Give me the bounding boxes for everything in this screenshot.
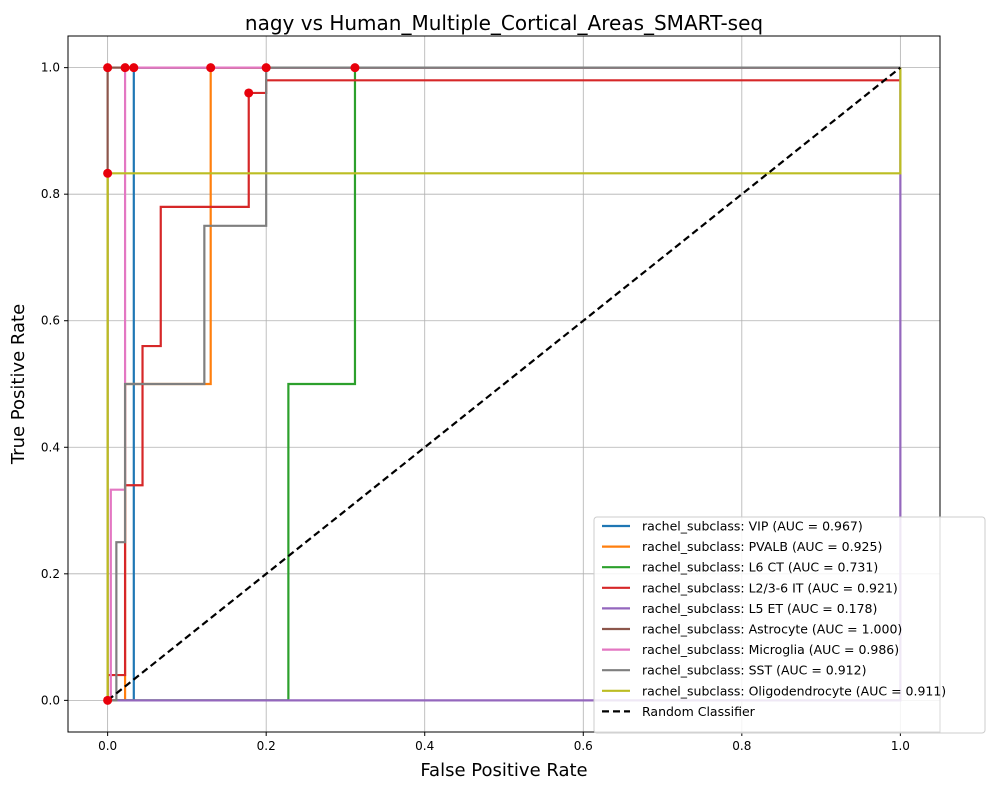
threshold-point-rachel-subclass-astrocyte	[103, 63, 113, 73]
legend-entry-random-classifier: Random Classifier	[642, 704, 756, 719]
threshold-point-rachel-subclass-microglia	[120, 63, 130, 73]
x-tick-label: 0.4	[415, 739, 434, 753]
x-tick-label: 1.0	[891, 739, 910, 753]
series-line-rachel-subclass-sst	[107, 66, 901, 702]
legend-entry-rachel-subclass-vip: rachel_subclass: VIP (AUC = 0.967)	[642, 519, 863, 534]
series-line-random-classifier	[106, 66, 902, 702]
threshold-point-rachel-subclass-pvalb	[206, 63, 216, 73]
x-axis-label: False Positive Rate	[420, 760, 587, 781]
y-tick-label: 0.8	[41, 187, 60, 201]
y-axis-label: True Positive Rate	[8, 304, 29, 465]
series-line-rachel-subclass-oligodendrocyte	[106, 67, 902, 701]
axis-ticks: 0.0 0.2 0.4 0.6 0.8 1.0 0.0 0.2 0.4 0.6 0.8 1.0	[41, 61, 910, 753]
plot-frame	[67, 35, 941, 733]
legend-entry-rachel-subclass-oligodendrocyte: rachel_subclass: Oligodendrocyte (AUC = …	[642, 683, 946, 698]
legend-entry-rachel-subclass-microglia: rachel_subclass: Microglia (AUC = 0.986)	[642, 642, 899, 657]
y-tick-label: 0.4	[41, 440, 60, 454]
marker-layer	[103, 63, 360, 705]
legend-entry-rachel-subclass-pvalb: rachel_subclass: PVALB (AUC = 0.925)	[642, 539, 882, 554]
legend-entry-rachel-subclass-sst: rachel_subclass: SST (AUC = 0.912)	[642, 663, 866, 678]
legend: rachel_subclass: VIP (AUC = 0.967) rachel…	[593, 516, 986, 734]
threshold-point-rachel-subclass-l6-ct	[350, 63, 360, 73]
threshold-point-rachel-subclass-l2-3-6-it	[103, 695, 113, 705]
x-tick-label: 0.6	[574, 739, 593, 753]
x-tick-label: 0.8	[732, 739, 751, 753]
x-tick-label: 0.0	[98, 739, 117, 753]
threshold-point-rachel-subclass-oligodendrocyte	[103, 168, 113, 178]
y-tick-label: 0.6	[41, 314, 60, 328]
y-tick-label: 0.2	[41, 567, 60, 581]
threshold-point-rachel-subclass-vip	[129, 63, 139, 73]
threshold-point-rachel-subclass-l2-3-6-it	[244, 88, 254, 98]
legend-entry-rachel-subclass-l5-et: rachel_subclass: L5 ET (AUC = 0.178)	[642, 601, 877, 616]
legend-entry-rachel-subclass-astrocyte: rachel_subclass: Astrocyte (AUC = 1.000)	[642, 622, 902, 637]
legend-box	[593, 516, 986, 734]
legend-entry-rachel-subclass-l6-ct: rachel_subclass: L6 CT (AUC = 0.731)	[642, 560, 878, 575]
y-tick-label: 0.0	[41, 693, 60, 707]
y-tick-label: 1.0	[41, 61, 60, 75]
legend-entry-rachel-subclass-l2-3-6-it: rachel_subclass: L2/3-6 IT (AUC = 0.921)	[642, 580, 898, 595]
threshold-point-rachel-subclass-sst	[261, 63, 271, 73]
chart-title: nagy vs Human_Multiple_Cortical_Areas_SM…	[245, 11, 763, 35]
x-tick-label: 0.2	[257, 739, 276, 753]
